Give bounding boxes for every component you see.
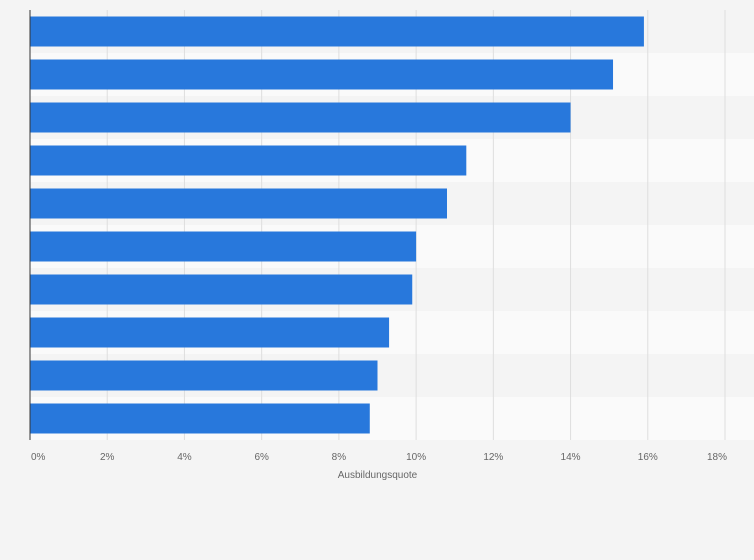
bar <box>30 188 447 219</box>
x-tick-label: 8% <box>332 452 347 463</box>
x-tick-label: 0% <box>31 452 46 463</box>
x-tick-label: 14% <box>561 452 581 463</box>
x-tick-label: 16% <box>638 452 658 463</box>
bar <box>30 274 413 305</box>
bar <box>30 317 390 348</box>
bar <box>30 59 614 90</box>
x-tick-label: 6% <box>254 452 269 463</box>
x-tick-label: 10% <box>406 452 426 463</box>
x-tick-label: 4% <box>177 452 192 463</box>
bars <box>30 16 644 434</box>
bar <box>30 145 467 176</box>
bar <box>30 102 571 133</box>
x-axis-title: Ausbildungsquote <box>338 470 418 481</box>
bar <box>30 231 417 262</box>
bar <box>30 403 370 434</box>
bar <box>30 360 378 391</box>
bar <box>30 16 644 47</box>
x-tick-labels: 0% 2% 4% 6% 8% 10% 12% 14% 16% 18% <box>31 452 727 463</box>
x-tick-label: 12% <box>483 452 503 463</box>
x-tick-label: 18% <box>707 452 727 463</box>
x-tick-label: 2% <box>100 452 115 463</box>
